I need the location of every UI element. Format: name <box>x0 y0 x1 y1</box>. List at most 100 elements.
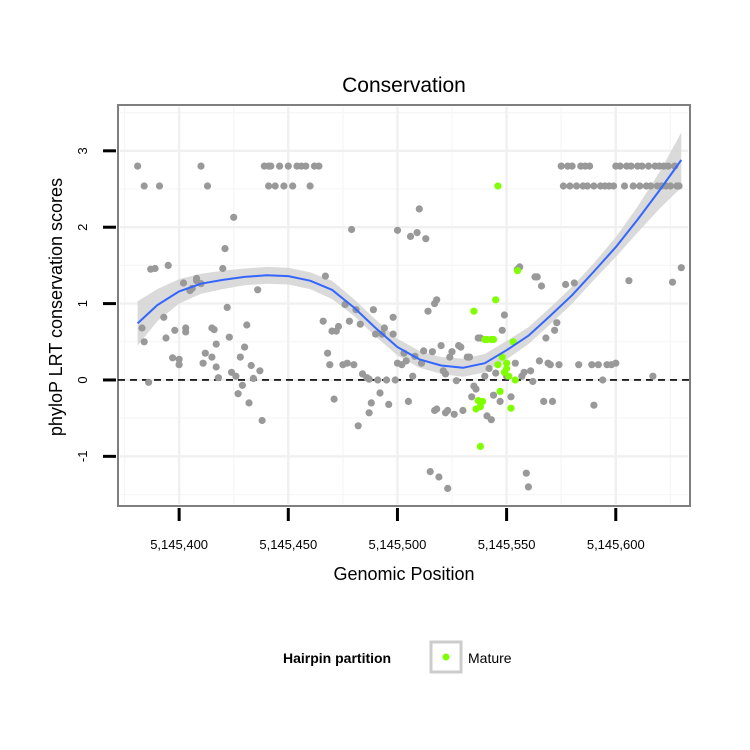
other-point <box>225 333 233 341</box>
other-point <box>511 359 519 367</box>
other-point <box>391 376 399 384</box>
smooth-curve <box>136 159 683 369</box>
x-axis-title: Genomic Position <box>333 564 474 584</box>
other-point <box>616 162 624 170</box>
mature-point <box>503 364 511 373</box>
legend: Hairpin partition Mature <box>283 640 512 674</box>
other-point <box>572 182 581 190</box>
confidence-ribbon-layer <box>137 132 682 377</box>
other-point <box>664 162 672 170</box>
other-point <box>345 317 353 325</box>
other-point <box>522 469 530 477</box>
other-point <box>236 353 244 361</box>
x-tick-label: 5,145,400 <box>150 537 208 552</box>
other-point <box>271 182 279 190</box>
other-point <box>583 182 592 190</box>
other-point <box>413 229 421 237</box>
other-point <box>433 405 441 413</box>
other-point <box>546 361 554 369</box>
other-point <box>380 324 388 332</box>
other-point <box>406 232 415 240</box>
other-point <box>389 330 397 338</box>
other-point <box>433 296 441 304</box>
mature-point <box>513 267 522 275</box>
other-point <box>175 355 183 363</box>
other-point <box>562 280 570 289</box>
other-point <box>446 353 454 361</box>
other-point <box>620 182 629 190</box>
other-point <box>302 162 310 170</box>
other-point <box>666 182 675 190</box>
other-point <box>258 416 266 425</box>
mature-point <box>503 359 511 367</box>
other-point <box>350 361 358 369</box>
other-point <box>588 361 596 369</box>
other-point <box>289 182 297 190</box>
other-point <box>548 397 557 405</box>
other-point <box>241 343 249 351</box>
other-point <box>160 313 168 321</box>
other-point <box>212 363 220 371</box>
other-point <box>415 205 423 213</box>
mature-point <box>470 307 478 315</box>
mature-point <box>505 372 513 380</box>
other-point <box>140 338 148 346</box>
other-point <box>610 182 618 190</box>
other-point <box>197 162 205 170</box>
other-point <box>520 368 528 376</box>
other-point <box>444 484 452 492</box>
other-point <box>382 376 391 384</box>
other-point <box>402 357 410 365</box>
other-point <box>675 182 683 190</box>
other-point <box>367 399 375 407</box>
other-point <box>424 307 432 315</box>
other-point <box>179 279 188 287</box>
other-point <box>487 416 495 424</box>
other-point <box>199 359 207 367</box>
mature-points-layer <box>470 182 522 450</box>
other-point <box>343 359 351 367</box>
other-point <box>472 385 480 393</box>
other-point <box>404 397 412 405</box>
other-point <box>267 162 275 170</box>
other-point <box>232 372 240 380</box>
other-point <box>374 376 382 384</box>
other-point <box>319 317 327 325</box>
other-point <box>559 182 568 190</box>
other-point <box>369 306 377 314</box>
other-point <box>422 235 430 243</box>
other-point <box>210 326 218 334</box>
y-tick-label: -1 <box>75 451 90 463</box>
other-point <box>169 354 177 362</box>
other-point <box>668 278 677 286</box>
x-tick-label: 5,145,450 <box>259 537 317 552</box>
other-point <box>575 361 583 369</box>
other-point <box>254 286 262 294</box>
mature-point <box>492 296 500 304</box>
other-point <box>570 279 578 287</box>
other-point <box>138 324 146 332</box>
other-point <box>435 473 443 481</box>
other-point <box>644 162 653 170</box>
other-point <box>448 348 456 356</box>
other-point <box>677 264 685 272</box>
other-point <box>348 225 356 234</box>
y-tick-label: 3 <box>75 147 90 154</box>
other-point <box>489 391 498 399</box>
other-point <box>428 348 436 356</box>
other-point <box>566 182 574 190</box>
y-tick-label: 2 <box>75 224 90 231</box>
other-point <box>334 322 343 331</box>
other-point <box>393 226 402 234</box>
other-point <box>326 361 334 369</box>
other-point <box>594 361 602 369</box>
other-point <box>496 397 504 405</box>
mature-point <box>498 353 506 361</box>
other-point <box>208 353 216 361</box>
other-point <box>265 182 273 190</box>
other-point <box>465 353 474 361</box>
other-point <box>365 375 373 383</box>
other-point <box>219 264 227 273</box>
mature-point <box>489 335 498 344</box>
other-point <box>507 393 515 401</box>
